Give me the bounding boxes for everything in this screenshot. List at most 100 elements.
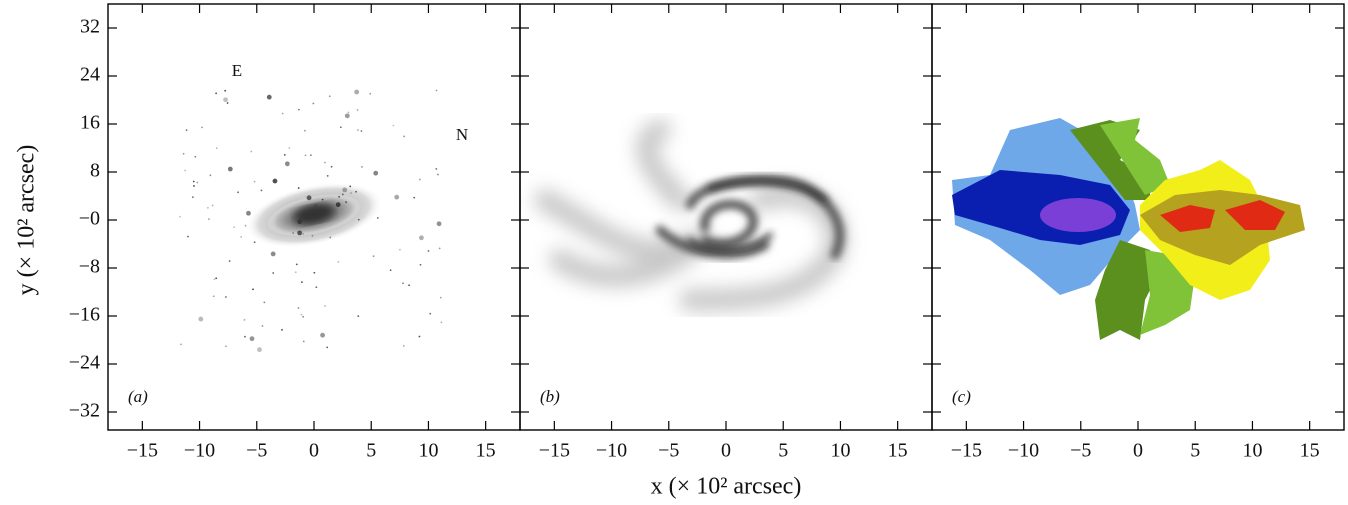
x-tick-label: 5 (778, 440, 788, 462)
x-tick-label: −10 (184, 440, 215, 462)
star (438, 247, 441, 250)
star (215, 92, 218, 95)
star (418, 178, 421, 181)
galaxy-optical-image (179, 89, 443, 353)
star (309, 154, 312, 157)
star (354, 89, 360, 95)
star (185, 129, 188, 132)
star (302, 340, 305, 343)
star (244, 335, 246, 338)
star (394, 194, 400, 200)
star (201, 126, 203, 129)
star (329, 236, 332, 239)
star (223, 97, 228, 103)
star (326, 346, 329, 349)
star (311, 234, 314, 237)
y-tick-label: 32 (80, 16, 100, 38)
star (228, 260, 231, 262)
star (250, 150, 253, 153)
star (196, 181, 199, 184)
star (328, 95, 331, 98)
x-tick-label: 10 (1242, 440, 1262, 462)
star (244, 224, 247, 227)
y-tick-label: 8 (90, 160, 100, 182)
star (355, 190, 358, 193)
star (272, 272, 275, 274)
star (281, 328, 283, 331)
galaxy-region-map (952, 118, 1305, 340)
star (246, 210, 251, 216)
star (402, 345, 405, 347)
x-tick-label: 5 (1190, 440, 1200, 462)
x-tick-label: 10 (418, 440, 438, 462)
star (435, 168, 438, 170)
x-tick-label: −15 (539, 440, 570, 462)
x-tick-label: 10 (830, 440, 850, 462)
star (213, 278, 216, 281)
star (418, 335, 421, 338)
star (326, 175, 329, 177)
star (376, 217, 379, 219)
star (300, 313, 303, 316)
star (440, 321, 443, 324)
star (227, 166, 233, 172)
star (361, 166, 363, 168)
star (372, 255, 375, 258)
star (249, 336, 255, 342)
star (297, 219, 303, 225)
star (356, 109, 359, 111)
star (356, 129, 359, 131)
star (225, 296, 227, 298)
star (350, 192, 352, 194)
star (284, 161, 290, 167)
star (261, 325, 264, 327)
star (339, 126, 342, 129)
star (187, 235, 189, 238)
star (337, 260, 340, 263)
annotation: E (232, 61, 242, 80)
x-tick-label: −15 (951, 440, 982, 462)
x-tick-label: 15 (1300, 440, 1320, 462)
star (419, 235, 424, 241)
star (193, 185, 195, 187)
star (436, 173, 439, 176)
star (252, 288, 254, 291)
star (224, 89, 227, 92)
star (403, 135, 406, 138)
x-tick-label: −5 (658, 440, 679, 462)
star (215, 147, 218, 150)
star (206, 206, 209, 209)
panel-label: (b) (540, 387, 560, 406)
star (335, 202, 341, 208)
annotation: N (456, 125, 468, 144)
x-tick-label: 15 (476, 440, 496, 462)
star (215, 277, 218, 280)
star (302, 232, 305, 235)
y-tick-label: −8 (79, 256, 100, 278)
star (439, 296, 442, 299)
x-axis-label: x (× 10² arcsec) (651, 474, 802, 500)
star (192, 180, 195, 183)
x-tick-label: 0 (309, 440, 319, 462)
star (198, 316, 204, 322)
x-tick-label: 15 (888, 440, 908, 462)
star (342, 187, 348, 193)
star (180, 343, 182, 346)
star (320, 332, 325, 338)
star (357, 315, 360, 317)
star (312, 102, 315, 105)
star (324, 305, 326, 307)
star (266, 94, 272, 100)
x-tick-label: 0 (721, 440, 731, 462)
star (281, 112, 284, 115)
star (402, 282, 404, 285)
star (429, 312, 432, 315)
x-tick-label: −10 (1008, 440, 1039, 462)
star (208, 218, 210, 220)
y-tick-label: 16 (80, 112, 100, 134)
star (399, 248, 401, 251)
x-tick-label: −10 (596, 440, 627, 462)
star (225, 345, 227, 348)
star (408, 284, 410, 287)
star (436, 221, 442, 227)
